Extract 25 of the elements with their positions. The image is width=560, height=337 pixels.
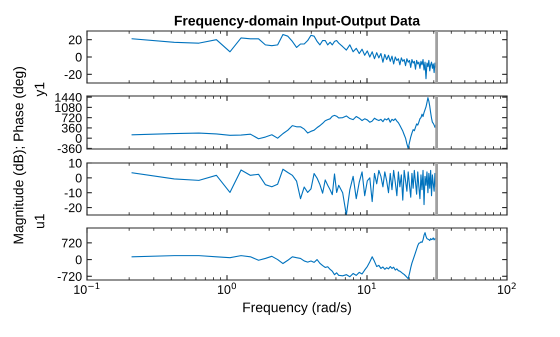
y-tick-label: -10 [64,188,82,198]
y-tick-label: 720 [62,113,82,122]
y-axis-title: y1 [34,82,48,97]
x-axis-title: Frequency (rad/s) [243,302,351,316]
y-tick-label: 0 [76,134,82,143]
x-tick-label: 10$^{−1}$ [74,282,100,294]
y-tick-label: -20 [64,203,82,212]
x-tick-label: 10$^{0}$ [218,282,236,294]
y-tick-label: 0 [76,174,82,183]
y-tick-label: 1080 [55,103,82,112]
y-tick-label: -20 [64,70,82,79]
y-tick-label: 20 [68,35,82,44]
y-tick-label: 360 [62,124,82,133]
y-tick-label: -720 [58,272,82,281]
chart-title: Frequency-domain Input-Output Data [174,15,420,28]
x-tick-label: 10$^{2}$ [498,282,516,294]
y-tick-label: 720 [62,238,82,248]
y-tick-label: 10 [69,158,82,168]
y-axis-title: Magnitude (dB); Phase (deg) [13,67,26,244]
y-tick-label: 0 [76,52,82,62]
y-axis-title: u1 [34,214,44,228]
x-tick-label: 10$^{1}$ [358,282,376,294]
y-tick-label: 0 [76,255,82,264]
y-tick-label: 1440 [55,92,82,102]
y-tick-label: -360 [58,144,82,154]
